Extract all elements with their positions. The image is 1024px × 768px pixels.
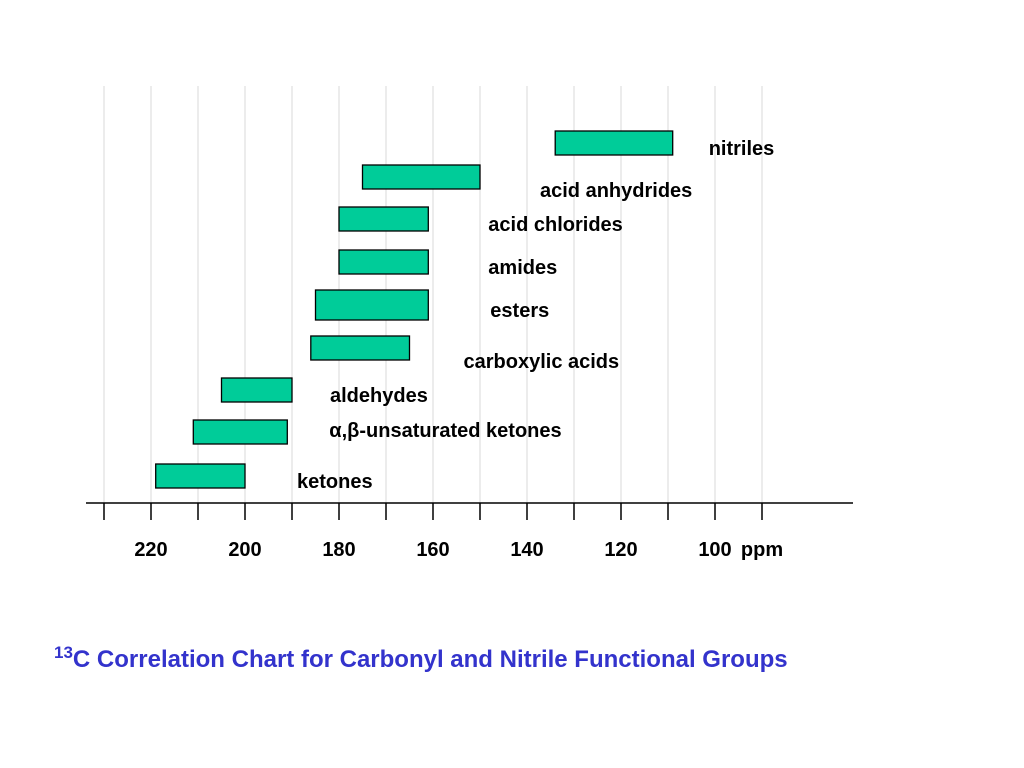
x-tick-label-200: 200 <box>228 539 261 561</box>
chart-range-labels: nitriles acid anhydrides acid chlorides ami… <box>297 138 774 493</box>
title-superscript: 13 <box>54 643 73 662</box>
range-label-aldehydes: aldehydes <box>330 385 428 407</box>
range-label-esters: esters <box>490 300 549 322</box>
range-bar-amides <box>338 249 429 275</box>
x-tick-label-120: 120 <box>604 539 637 561</box>
x-axis-ticks <box>103 503 763 520</box>
range-label-acid-anhydrides: acid anhydrides <box>540 180 692 202</box>
range-bar-nitriles <box>554 130 674 156</box>
x-axis-unit-label: ppm <box>741 539 783 561</box>
range-bar-esters <box>314 289 429 321</box>
x-tick-label-160: 160 <box>416 539 449 561</box>
chart-range-bars <box>155 130 674 489</box>
range-bar-carboxylic-acids <box>310 335 411 361</box>
x-tick-label-140: 140 <box>510 539 543 561</box>
x-axis-tick-labels: 220 200 180 160 140 120 100 ppm <box>134 539 783 561</box>
chart-title: 13C Correlation Chart for Carbonyl and N… <box>54 643 788 674</box>
range-label-nitriles: nitriles <box>709 138 775 160</box>
range-bar-ketones <box>155 463 246 489</box>
range-label-acid-chlorides: acid chlorides <box>488 214 623 236</box>
range-label-carboxylic-acids: carboxylic acids <box>464 351 620 373</box>
range-label-ketones: ketones <box>297 471 373 493</box>
correlation-chart: nitriles acid anhydrides acid chlorides ami… <box>86 86 853 561</box>
range-bar-acid-chlorides <box>338 206 429 232</box>
range-label-unsaturated-ketones: α,β-unsaturated ketones <box>329 420 561 442</box>
x-tick-label-180: 180 <box>322 539 355 561</box>
range-bar-aldehydes <box>220 377 293 403</box>
range-bar-unsaturated-ketones <box>192 419 288 445</box>
title-text: C Correlation Chart for Carbonyl and Nit… <box>72 646 788 673</box>
x-tick-label-100: 100 <box>698 539 731 561</box>
range-bar-acid-anhydrides <box>361 164 481 190</box>
range-label-amides: amides <box>488 257 557 279</box>
x-tick-label-220: 220 <box>134 539 167 561</box>
